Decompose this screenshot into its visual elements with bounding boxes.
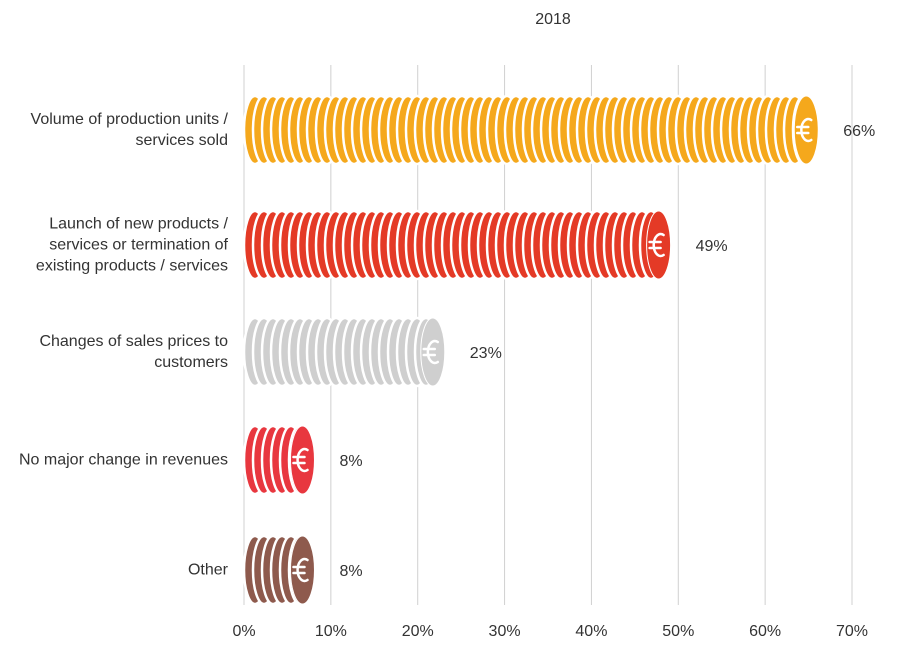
value-label: 49% <box>696 238 728 255</box>
category-label: Volume of production units / services so… <box>30 111 228 149</box>
coin-face <box>793 95 819 165</box>
x-tick-label: 30% <box>489 623 521 640</box>
category-label: Launch of new products / services or ter… <box>35 215 228 275</box>
value-label: 66% <box>843 123 875 140</box>
coin-stack <box>242 534 315 606</box>
value-label: 23% <box>470 345 502 362</box>
x-tick-label: 0% <box>232 623 255 640</box>
coin-face <box>289 425 315 495</box>
x-tick-label: 50% <box>662 623 694 640</box>
euro-icon <box>292 557 309 583</box>
category-label: No major change in revenues <box>18 451 228 469</box>
category-label: Other <box>187 561 228 579</box>
x-tick-label: 70% <box>836 623 868 640</box>
euro-icon <box>422 339 440 365</box>
x-tick-label: 20% <box>402 623 434 640</box>
x-tick-label: 40% <box>575 623 607 640</box>
euro-icon <box>292 447 309 473</box>
value-label: 8% <box>339 453 362 470</box>
x-tick-label: 10% <box>315 623 347 640</box>
coin-stack <box>242 316 446 388</box>
coin-stack <box>242 94 819 166</box>
category-label: Changes of sales prices to customers <box>39 333 228 371</box>
coin-stack <box>242 209 672 281</box>
coin-face <box>289 535 315 605</box>
chart-title: 2018 <box>535 11 571 28</box>
coin-stack <box>242 424 315 496</box>
euro-icon <box>648 232 665 258</box>
euro-icon <box>796 117 813 143</box>
x-tick-label: 60% <box>749 623 781 640</box>
value-label: 8% <box>339 563 362 580</box>
coin-face <box>420 317 446 387</box>
coin-face <box>646 210 672 280</box>
